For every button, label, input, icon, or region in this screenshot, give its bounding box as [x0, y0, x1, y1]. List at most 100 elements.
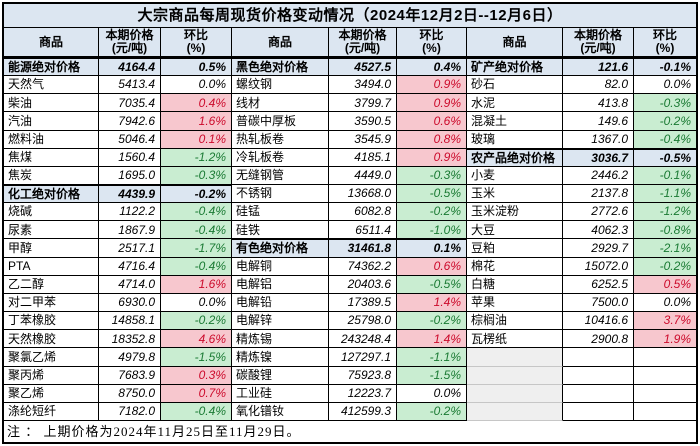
pct-change-cell: -0.2%	[161, 185, 232, 204]
price-cell: 3494.0	[329, 76, 397, 95]
pct-change-cell: -0.3%	[634, 94, 696, 113]
price-cell: 31461.8	[329, 239, 397, 258]
price-cell: 243248.4	[329, 330, 397, 349]
commodity-name-cell: 化工绝对价格	[4, 185, 99, 204]
commodity-name-cell: 豆粕	[467, 239, 563, 258]
price-cell: 121.6	[563, 58, 634, 77]
pct-change-cell: 0.6%	[397, 112, 467, 131]
pct-change-cell: -1.5%	[161, 348, 232, 367]
commodity-name-cell: 电解铅	[232, 293, 329, 313]
commodity-name-cell: 玻璃	[467, 130, 563, 149]
price-cell: 4164.4	[99, 58, 161, 77]
pct-change-cell: -2.1%	[634, 239, 696, 258]
pct-change-cell: -0.2%	[161, 312, 232, 331]
price-cell: 15072.0	[563, 257, 634, 276]
header-price-1: 本期价格 (元/吨)	[99, 28, 161, 58]
commodity-name-cell: 天然气	[4, 76, 99, 95]
header-pct-line1: 环比	[183, 28, 208, 42]
price-cell: 3590.5	[329, 112, 397, 131]
header-pct-line1: 环比	[419, 28, 444, 42]
commodity-name-cell: 聚氯乙烯	[4, 348, 99, 367]
price-cell: 1122.2	[99, 203, 161, 222]
price-cell: 3545.9	[329, 130, 397, 149]
commodity-name-cell: PTA	[4, 257, 99, 276]
price-cell: 2929.7	[563, 239, 634, 258]
header-price-2: 本期价格 (元/吨)	[329, 28, 397, 58]
price-cell	[563, 384, 634, 403]
pct-change-cell: 0.1%	[397, 239, 467, 258]
commodity-name-cell: 对二甲苯	[4, 293, 99, 313]
price-cell: 5046.4	[99, 130, 161, 149]
commodity-name-cell: 聚乙烯	[4, 384, 99, 403]
pct-change-cell: -0.4%	[161, 221, 232, 240]
commodity-name-cell: 尿素	[4, 221, 99, 240]
commodity-name-cell: 焦炭	[4, 166, 99, 186]
commodity-name-cell: 硅铁	[232, 221, 329, 240]
price-cell: 13668.0	[329, 185, 397, 204]
header-price-line1: 本期价格	[105, 28, 154, 42]
pct-change-cell: -0.4%	[161, 402, 232, 421]
commodity-name-cell: 汽油	[4, 112, 99, 131]
pct-change-cell: -0.2%	[397, 203, 467, 222]
commodity-name-cell	[467, 366, 563, 385]
commodity-name-cell: 精炼镍	[232, 348, 329, 367]
price-cell: 4979.8	[99, 348, 161, 367]
price-cell: 2137.8	[563, 185, 634, 204]
pct-change-cell: 0.0%	[161, 293, 232, 313]
commodity-name-cell: 热轧板卷	[232, 130, 329, 149]
pct-change-cell: -0.1%	[634, 58, 696, 77]
price-cell: 74362.2	[329, 257, 397, 276]
commodity-name-cell	[467, 384, 563, 403]
pct-change-cell: -0.5%	[397, 275, 467, 294]
commodity-name-cell: 有色绝对价格	[232, 239, 329, 258]
commodity-name-cell: 白糖	[467, 275, 563, 294]
commodity-name-cell: 矿产绝对价格	[467, 58, 563, 77]
price-cell: 413.8	[563, 94, 634, 113]
commodity-name-cell	[467, 402, 563, 421]
commodity-name-cell: 冷轧板卷	[232, 148, 329, 167]
header-price-line1: 本期价格	[338, 28, 387, 42]
pct-change-cell: 0.0%	[634, 76, 696, 95]
pct-change-cell: -1.7%	[161, 239, 232, 258]
price-cell: 6930.0	[99, 293, 161, 313]
pct-change-cell: 0.9%	[397, 94, 467, 113]
commodity-name-cell: 大豆	[467, 221, 563, 240]
pct-change-cell: 0.3%	[161, 366, 232, 385]
price-cell: 18352.8	[99, 330, 161, 349]
price-cell: 4185.1	[329, 148, 397, 167]
price-cell	[563, 348, 634, 367]
header-pct-3: 环比 (%)	[634, 28, 696, 58]
commodity-name-cell: 电解铜	[232, 257, 329, 276]
pct-change-cell: -0.3%	[161, 166, 232, 186]
commodity-name-cell: 电解铝	[232, 275, 329, 294]
pct-change-cell: -1.0%	[397, 221, 467, 240]
pct-change-cell	[634, 385, 696, 403]
header-price-line2: (元/吨)	[344, 41, 381, 55]
commodity-name-cell: 水泥	[467, 94, 563, 113]
pct-change-cell: -0.4%	[161, 203, 232, 222]
commodity-name-cell: 螺纹钢	[232, 76, 329, 95]
commodity-price-table: 大宗商品每周现货价格变动情况（2024年12月2日--12月6日） 商品 本期价…	[4, 4, 696, 442]
price-cell: 1867.9	[99, 221, 161, 240]
pct-change-cell: -0.5%	[397, 185, 467, 204]
price-cell: 1560.4	[99, 148, 161, 167]
price-cell: 4439.9	[99, 185, 161, 204]
pct-change-cell: 0.0%	[634, 294, 696, 313]
header-price-line2: (元/吨)	[580, 41, 616, 55]
pct-change-cell: -0.2%	[397, 312, 467, 331]
pct-change-cell	[634, 403, 696, 421]
pct-change-cell: -0.1%	[634, 166, 696, 186]
commodity-name-cell: 天然橡胶	[4, 330, 99, 349]
price-cell: 412599.3	[329, 402, 397, 421]
header-pct-line2: (%)	[186, 41, 206, 55]
pct-change-cell: -0.5%	[634, 148, 696, 167]
commodity-name-cell: 玉米	[467, 185, 563, 204]
pct-change-cell: -0.2%	[634, 112, 696, 131]
price-cell: 7182.0	[99, 402, 161, 421]
pct-change-cell	[634, 367, 696, 385]
pct-change-cell: 0.5%	[634, 275, 696, 294]
price-cell	[563, 366, 634, 385]
price-cell: 8750.0	[99, 384, 161, 403]
pct-change-cell	[634, 348, 696, 367]
pct-change-cell: 0.4%	[397, 58, 467, 77]
